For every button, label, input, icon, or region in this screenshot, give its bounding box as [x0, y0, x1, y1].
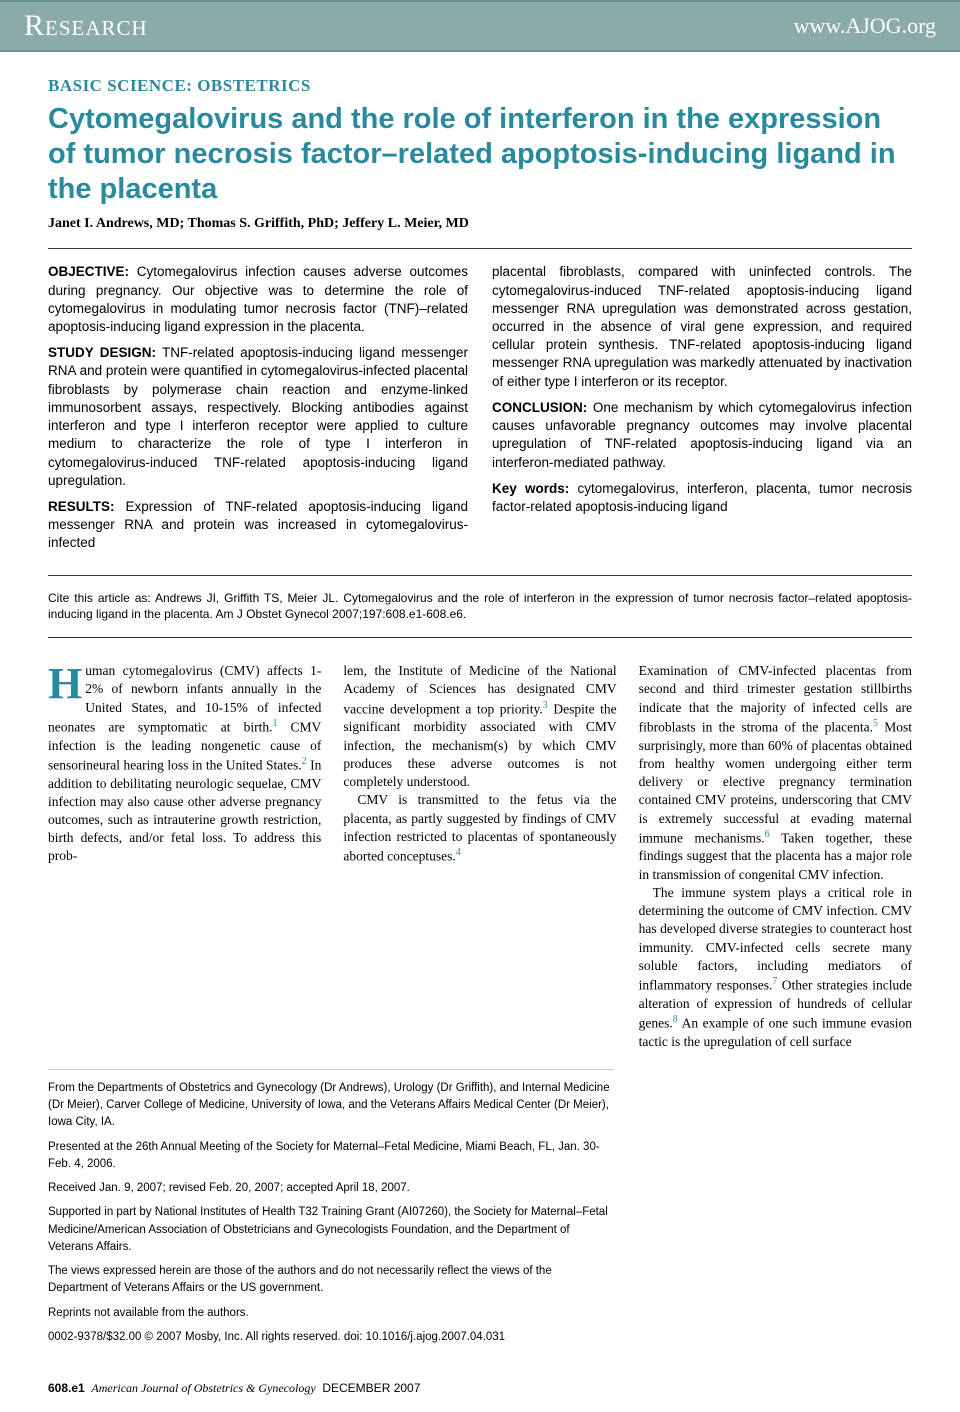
article-title: Cytomegalovirus and the role of interfer… [48, 102, 912, 206]
body-c3-p2: The immune system plays a critical role … [639, 884, 912, 1051]
body-c3-p2-end: An example of one such immune evasion ta… [639, 1015, 912, 1048]
abstract-conclusion: CONCLUSION: One mechanism by which cytom… [492, 399, 912, 472]
abstract-results-left: RESULTS: Expression of TNF-related apopt… [48, 498, 468, 553]
keywords-label: Key words: [492, 481, 569, 496]
citation-text: Cite this article as: Andrews JI, Griffi… [48, 590, 912, 624]
footer-journal-name: American Journal of Obstetrics & Gynecol… [91, 1381, 315, 1395]
footnotes-left-col: From the Departments of Obstetrics and G… [48, 1051, 614, 1353]
footnote-received: Received Jan. 9, 2007; revised Feb. 20, … [48, 1180, 614, 1197]
body-column-1: Human cytomegalovirus (CMV) affects 1-2%… [48, 662, 321, 1051]
footnote-reprints: Reprints not available from the authors. [48, 1305, 614, 1322]
footnote-presented: Presented at the 26th Annual Meeting of … [48, 1139, 614, 1174]
body-c1-p1-end: In addition to debilitating neurologic s… [48, 757, 321, 863]
article-authors: Janet I. Andrews, MD; Thomas S. Griffith… [48, 216, 912, 232]
body-c3-p1: Examination of CMV-infected placentas fr… [639, 662, 912, 884]
abstract-columns: OBJECTIVE: Cytomegalovirus infection cau… [48, 263, 912, 560]
body-c2-p2: CMV is transmitted to the fetus via the … [343, 791, 616, 865]
abstract-keywords: Key words: cytomegalovirus, interferon, … [492, 480, 912, 516]
conclusion-label: CONCLUSION: [492, 400, 587, 415]
design-text: TNF-related apoptosis-inducing ligand me… [48, 345, 468, 488]
divider-mid2 [48, 637, 912, 638]
footnotes-right-spacer [636, 1051, 912, 1353]
journal-header-bar: Research www.AJOG.org [0, 0, 960, 52]
header-section-label: Research [24, 9, 148, 43]
footnotes-block: From the Departments of Obstetrics and G… [48, 1069, 614, 1346]
header-url: www.AJOG.org [794, 13, 936, 39]
footnotes-wrapper: From the Departments of Obstetrics and G… [48, 1051, 912, 1353]
body-column-2: lem, the Institute of Medicine of the Na… [343, 662, 616, 1051]
results-label: RESULTS: [48, 499, 115, 514]
footer-date: DECEMBER 2007 [322, 1381, 420, 1395]
ref-4: 4 [456, 847, 461, 858]
abstract-objective: OBJECTIVE: Cytomegalovirus infection cau… [48, 263, 468, 336]
divider-top [48, 248, 912, 249]
article-section-label: BASIC SCIENCE: OBSTETRICS [48, 76, 912, 96]
footnote-supported: Supported in part by National Institutes… [48, 1204, 614, 1256]
abstract-column-right: placental fibroblasts, compared with uni… [492, 263, 912, 560]
page-footer: 608.e1 American Journal of Obstetrics & … [0, 1373, 960, 1412]
footnote-doi: 0002-9378/$32.00 © 2007 Mosby, Inc. All … [48, 1329, 614, 1346]
abstract-results-right: placental fibroblasts, compared with uni… [492, 263, 912, 391]
divider-mid1 [48, 575, 912, 576]
body-c3-p1-text: Examination of CMV-infected placentas fr… [639, 663, 912, 734]
design-label: STUDY DESIGN: [48, 345, 156, 360]
footer-page-number: 608.e1 [48, 1381, 85, 1395]
footnote-affiliation: From the Departments of Obstetrics and G… [48, 1080, 614, 1132]
body-c2-p1: lem, the Institute of Medicine of the Na… [343, 662, 616, 791]
abstract-design: STUDY DESIGN: TNF-related apoptosis-indu… [48, 344, 468, 490]
body-columns: Human cytomegalovirus (CMV) affects 1-2%… [48, 662, 912, 1051]
dropcap-h: H [48, 662, 85, 702]
body-column-3: Examination of CMV-infected placentas fr… [639, 662, 912, 1051]
body-c3-p1-cont: Most surprisingly, more than 60% of plac… [639, 719, 912, 845]
article-container: BASIC SCIENCE: OBSTETRICS Cytomegaloviru… [0, 52, 960, 1373]
footnote-views: The views expressed herein are those of … [48, 1263, 614, 1298]
abstract-column-left: OBJECTIVE: Cytomegalovirus infection cau… [48, 263, 468, 560]
body-c2-p2-text: CMV is transmitted to the fetus via the … [343, 792, 616, 863]
objective-label: OBJECTIVE: [48, 264, 129, 279]
body-para-1: Human cytomegalovirus (CMV) affects 1-2%… [48, 662, 321, 865]
